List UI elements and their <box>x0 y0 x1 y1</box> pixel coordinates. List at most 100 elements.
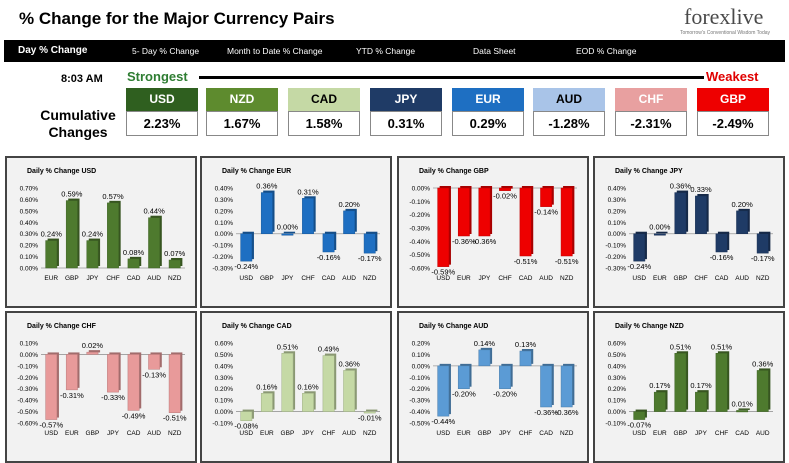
x-tick-label: CAD <box>519 275 533 282</box>
x-tick-label: AUD <box>147 275 161 282</box>
chart-title: Daily % Change CHF <box>27 323 97 330</box>
chart-panel-aud: Daily % Change AUD -0.50% -0.40% -0.30% -0.2… <box>397 311 589 463</box>
y-tick-label: 0.00% <box>20 352 39 359</box>
bar <box>499 365 511 389</box>
bar-chart: Daily % Change GBP -0.60% -0.50% -0.40% -0.3… <box>409 168 579 282</box>
bar-shadow <box>283 231 296 234</box>
data-label: 0.17% <box>690 381 712 390</box>
data-label: 0.14% <box>474 339 496 348</box>
y-tick-label: 0.20% <box>608 208 627 215</box>
y-tick-label: 0.40% <box>215 186 234 193</box>
data-label: 0.02% <box>82 341 104 350</box>
data-label: -0.31% <box>60 391 84 400</box>
page-title: % Change for the Major Currency Pairs <box>19 9 335 28</box>
cumulative-label-line1: Cumulative <box>40 107 116 123</box>
y-tick-label: 0.60% <box>608 341 627 348</box>
chart-panel-cad: Daily % Change CAD -0.10% 0.00% 0.10% 0.20% 0… <box>200 311 392 463</box>
bar <box>363 411 376 414</box>
data-label: -0.02% <box>493 192 517 201</box>
bar <box>695 195 707 234</box>
data-label: 0.57% <box>102 192 124 201</box>
nav-ytd-change[interactable]: YTD % Change <box>356 46 416 56</box>
chart-title: Daily % Change EUR <box>222 168 291 175</box>
x-tick-label: CAD <box>127 430 141 437</box>
x-tick-label: NZD <box>560 430 574 437</box>
bar-shadow <box>738 408 750 410</box>
currency-name: EUR <box>452 88 524 111</box>
chart-panel-eur: Daily % Change EUR -0.30% -0.20% -0.10% 0.00… <box>200 156 392 308</box>
x-tick-label: GBP <box>674 430 688 437</box>
nav-month-to-date[interactable]: Month to Date % Change <box>227 46 323 56</box>
bar <box>281 233 294 236</box>
cumulative-changes-label: Cumulative Changes <box>37 107 119 141</box>
currency-box-chf: CHF -2.31% <box>615 88 687 136</box>
y-tick-label: 0.10% <box>20 254 39 261</box>
y-tick-label: -0.20% <box>409 212 430 219</box>
nav-day-change[interactable]: Day % Change <box>18 45 88 56</box>
forexlive-logo[interactable]: forexlive Tomorrow's Conventional Wisdom… <box>670 4 780 38</box>
bar <box>86 240 99 269</box>
nav-5day-change[interactable]: 5- Day % Change <box>132 46 200 56</box>
bar <box>633 233 646 262</box>
x-tick-label: JPY <box>107 430 120 437</box>
y-tick-label: 0.50% <box>215 352 234 359</box>
y-tick-label: -0.10% <box>212 421 233 428</box>
data-label: 0.01% <box>732 399 754 408</box>
x-tick-label: EUR <box>653 275 667 282</box>
data-label: 0.51% <box>711 342 733 351</box>
x-tick-label: GBP <box>260 275 274 282</box>
bar <box>363 233 376 254</box>
bar <box>674 353 687 412</box>
data-label: 0.16% <box>256 382 278 391</box>
bar <box>260 393 273 412</box>
data-label: 0.36% <box>339 359 361 368</box>
bar <box>457 187 470 237</box>
x-tick-label: CHF <box>498 275 511 282</box>
x-tick-label: CAD <box>735 430 749 437</box>
currency-box-cad: CAD 1.58% <box>288 88 360 136</box>
x-tick-label: JPY <box>478 275 491 282</box>
x-tick-label: USD <box>436 275 450 282</box>
bar <box>437 365 450 417</box>
bar <box>478 187 491 237</box>
currency-name: GBP <box>697 88 769 111</box>
y-tick-label: -0.30% <box>212 266 233 273</box>
x-tick-label: USD <box>239 275 253 282</box>
bar <box>240 411 253 421</box>
bar-chart: Daily % Change NZD -0.10% 0.00% 0.10% 0.20% 0… <box>605 323 773 437</box>
y-tick-label: -0.30% <box>17 386 38 393</box>
bar <box>457 365 470 389</box>
bar <box>499 187 511 191</box>
x-tick-label: USD <box>436 430 450 437</box>
bar <box>86 351 99 355</box>
strongest-label: Strongest <box>127 69 188 84</box>
x-tick-label: EUR <box>457 430 471 437</box>
y-tick-label: 0.00% <box>608 231 627 238</box>
y-tick-label: -0.10% <box>605 243 626 250</box>
x-tick-label: AUD <box>539 275 553 282</box>
data-label: -0.20% <box>493 390 517 399</box>
y-tick-label: 0.30% <box>608 375 627 382</box>
nav-data-sheet[interactable]: Data Sheet <box>473 46 516 56</box>
y-tick-label: -0.10% <box>409 375 430 382</box>
bar <box>127 258 140 269</box>
chart-title: Daily % Change GBP <box>419 168 489 175</box>
y-tick-label: 0.40% <box>608 186 627 193</box>
y-tick-label: -0.10% <box>409 199 430 206</box>
y-tick-label: 0.20% <box>412 341 431 348</box>
data-label: -0.51% <box>514 257 538 266</box>
nav-eod-change[interactable]: EOD % Change <box>576 46 637 56</box>
data-label: -0.24% <box>627 262 651 271</box>
bar <box>437 187 450 267</box>
y-tick-label: -0.20% <box>409 386 430 393</box>
data-label: -0.51% <box>163 414 187 423</box>
x-tick-label: EUR <box>44 275 58 282</box>
y-tick-label: -0.10% <box>17 363 38 370</box>
data-label: -0.16% <box>710 253 734 262</box>
bar <box>148 354 161 370</box>
y-tick-label: -0.10% <box>605 421 626 428</box>
data-label: -0.24% <box>234 262 258 271</box>
bar <box>736 410 749 413</box>
data-label: 0.08% <box>123 248 145 257</box>
data-label: -0.36% <box>555 408 579 417</box>
